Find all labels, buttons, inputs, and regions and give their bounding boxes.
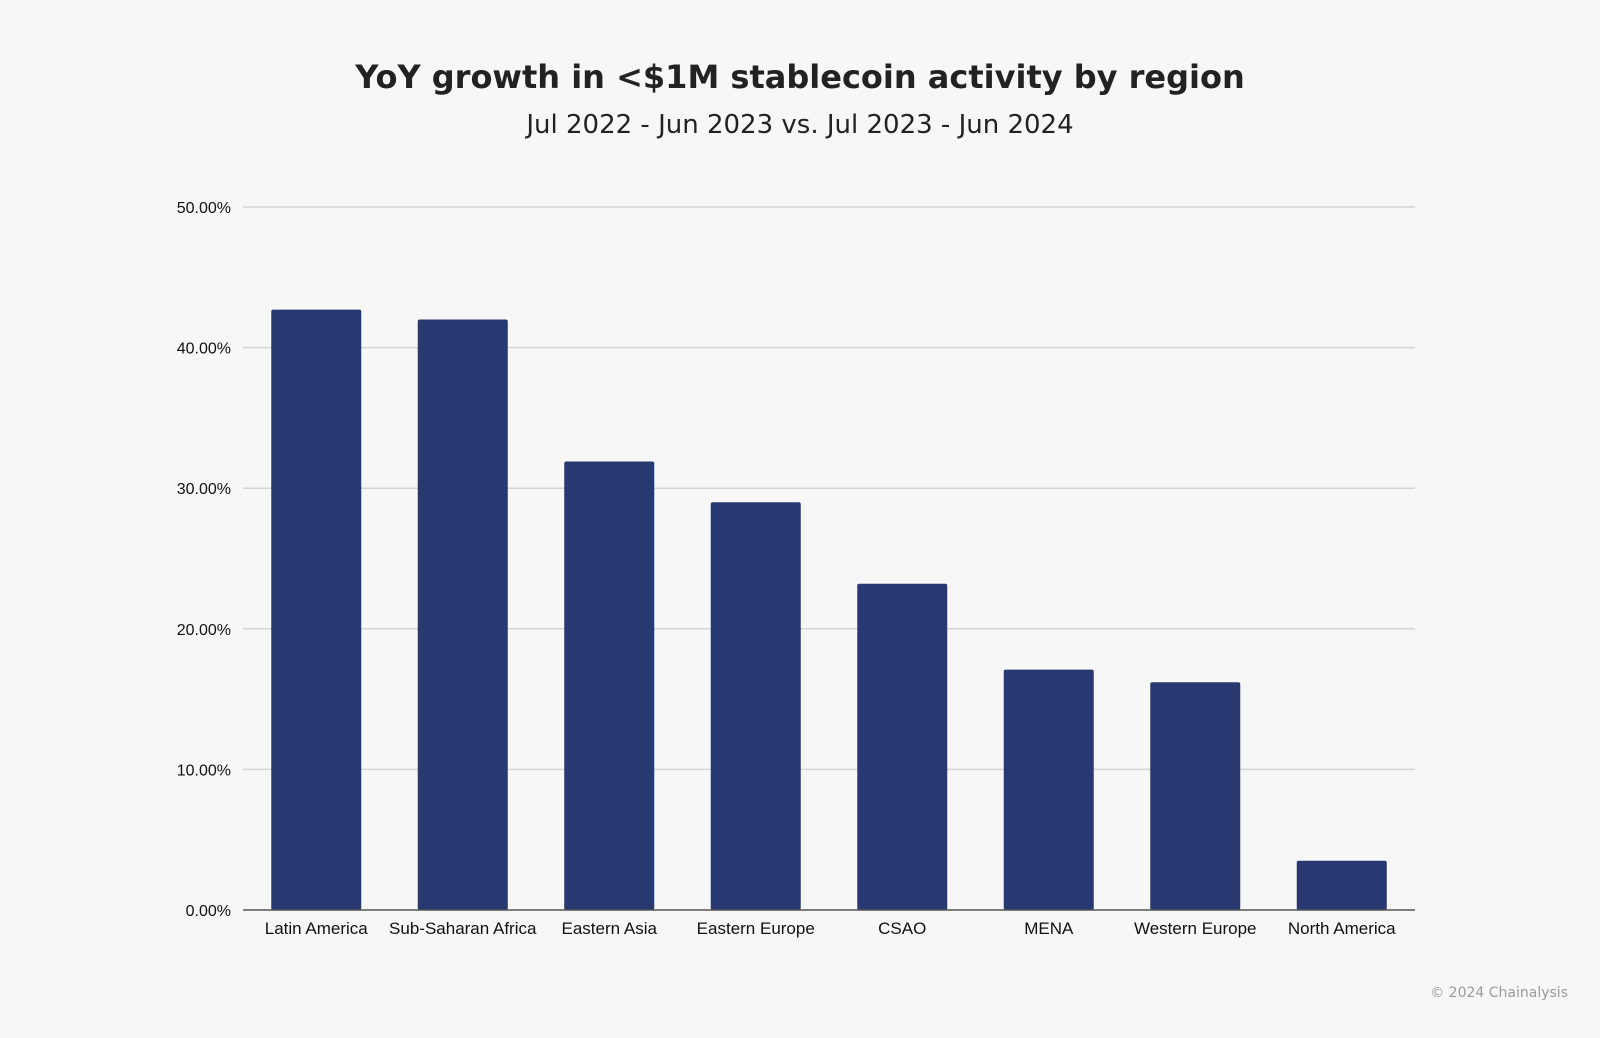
axes: 0.00% 10.00% 20.00% 30.00% 40.00% 50.00% Latin… bbox=[177, 200, 1415, 938]
y-tick-label: 50.00% bbox=[177, 200, 231, 217]
x-tick-label: Eastern Europe bbox=[697, 919, 815, 938]
copyright-text: © 2024 Chainalysis bbox=[1430, 985, 1568, 1001]
bar bbox=[857, 583, 948, 910]
x-tick-label: CSAO bbox=[878, 919, 926, 938]
bar bbox=[417, 319, 508, 911]
x-tick-label: Western Europe bbox=[1134, 919, 1257, 938]
x-tick-label: Eastern Asia bbox=[562, 919, 658, 938]
x-tick-label: Latin America bbox=[265, 919, 369, 938]
y-tick-label: 10.00% bbox=[177, 762, 231, 779]
chart-subtitle: Jul 2022 - Jun 2023 vs. Jul 2023 - Jun 2… bbox=[526, 110, 1074, 140]
bar bbox=[1296, 860, 1387, 910]
bar bbox=[271, 309, 362, 910]
bar bbox=[710, 502, 801, 910]
x-tick-label: North America bbox=[1288, 919, 1396, 938]
bars bbox=[271, 309, 1387, 911]
x-tick-label: MENA bbox=[1024, 919, 1074, 938]
y-tick-label: 20.00% bbox=[177, 622, 231, 639]
bar bbox=[564, 461, 655, 910]
y-tick-label: 30.00% bbox=[177, 481, 231, 498]
bar bbox=[1150, 682, 1241, 910]
bar bbox=[1003, 669, 1094, 910]
x-tick-label: Sub-Saharan Africa bbox=[389, 919, 537, 938]
chart-title: YoY growth in <$1M stablecoin activity b… bbox=[355, 58, 1245, 96]
y-tick-label: 0.00% bbox=[186, 903, 231, 920]
y-tick-label: 40.00% bbox=[177, 341, 231, 358]
